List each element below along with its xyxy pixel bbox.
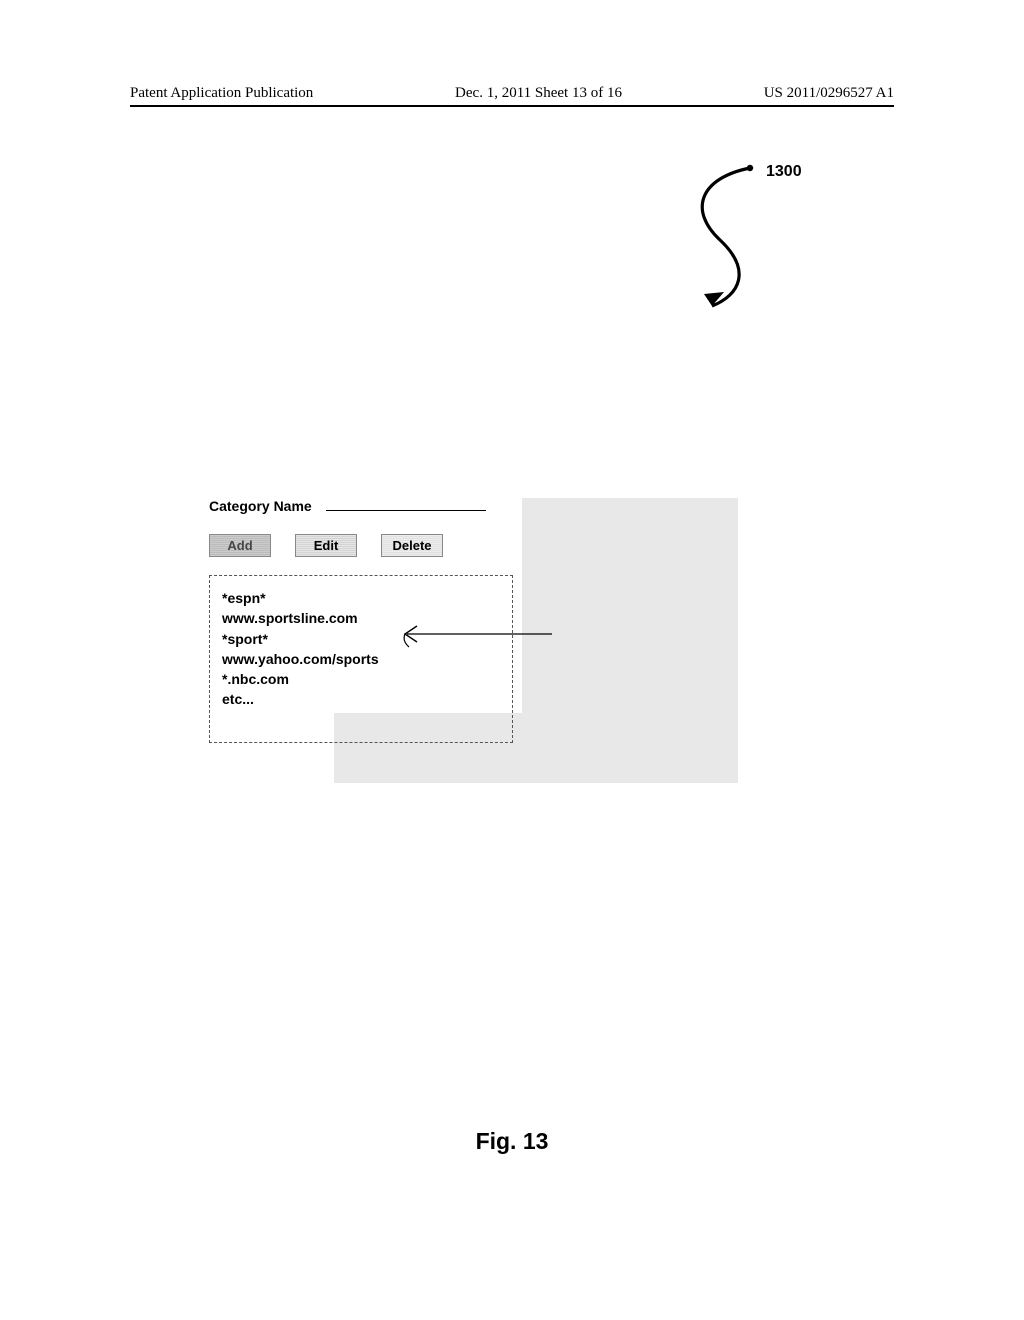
button-row: Add Edit Delete: [209, 534, 527, 557]
header-right: US 2011/0296527 A1: [764, 85, 894, 102]
category-row: Category Name: [209, 498, 527, 516]
pointer-arrow-icon: [387, 621, 557, 651]
delete-button[interactable]: Delete: [381, 534, 443, 557]
shaded-panel-right: [522, 498, 738, 713]
header-left: Patent Application Publication: [130, 85, 313, 102]
edit-button[interactable]: Edit: [295, 534, 357, 557]
url-list-panel: *espn* www.sportsline.com *sport* www.ya…: [209, 575, 513, 743]
category-label: Category Name: [209, 498, 312, 514]
url-item: www.yahoo.com/sports: [222, 649, 500, 669]
reference-number: 1300: [766, 163, 802, 181]
url-item: etc...: [222, 689, 500, 709]
url-item: *espn*: [222, 588, 500, 608]
header-center: Dec. 1, 2011 Sheet 13 of 16: [455, 85, 622, 102]
figure-caption: Fig. 13: [0, 1128, 1024, 1155]
reference-curve-arrow: [680, 160, 770, 320]
add-button[interactable]: Add: [209, 534, 271, 557]
category-name-input-underline[interactable]: [326, 510, 486, 511]
url-item: *.nbc.com: [222, 669, 500, 689]
page-header: Patent Application Publication Dec. 1, 2…: [130, 85, 894, 107]
